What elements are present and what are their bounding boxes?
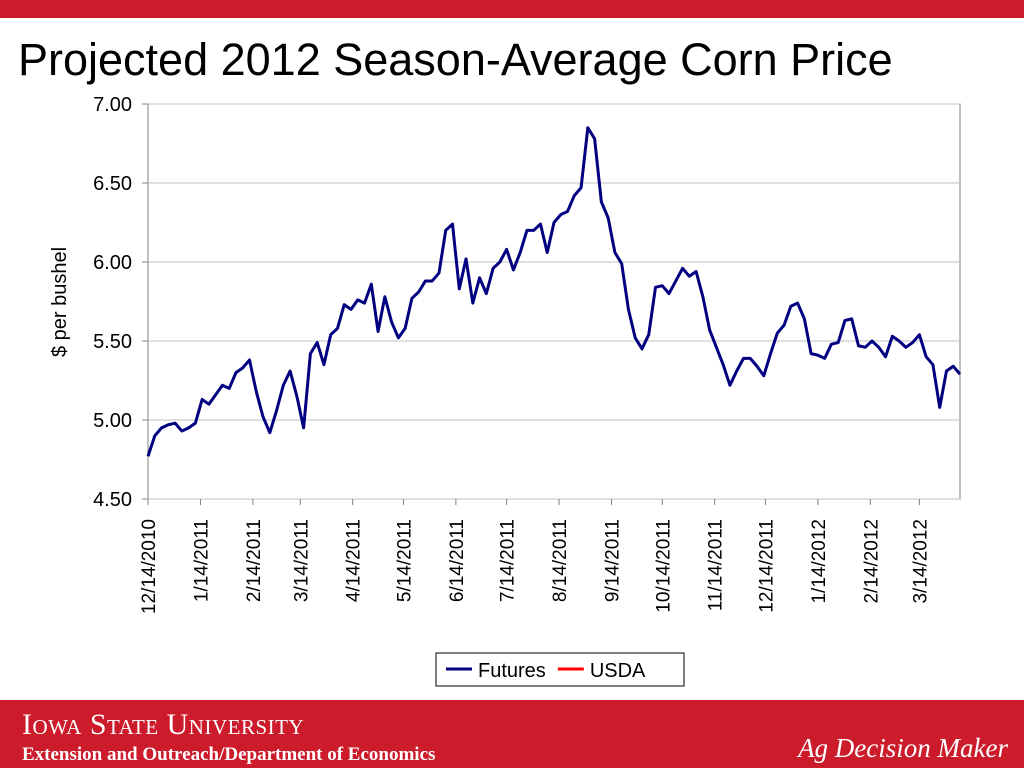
y-tick-label: 5.00 [93,410,132,432]
grid [148,103,960,500]
department-name: Extension and Outreach/Department of Eco… [22,744,435,765]
x-tick-label: 12/14/2011 [756,519,777,613]
x-tick-label: 7/14/2011 [498,519,519,602]
y-tick-label: 6.50 [93,173,132,195]
x-tick-label: 3/14/2011 [291,519,312,602]
lines [146,126,962,457]
y-axis-label: $ per bushel [49,247,71,357]
legend: Futures USDA [446,660,646,682]
y-tick-label: 6.00 [93,252,132,274]
y-tick-label: 5.50 [93,331,132,353]
x-tick-label: 4/14/2011 [344,519,365,602]
y-tick-label: 7.00 [93,94,132,116]
plot-area [147,103,961,500]
x-tick-label: 3/14/2012 [910,519,931,604]
legend-label: USDA [590,660,646,682]
series-line [146,126,962,457]
top-bar [0,0,1024,18]
x-tick-label: 1/14/2012 [809,519,830,604]
x-tick-label: 12/14/2010 [139,519,160,614]
x-tick-label: 10/14/2011 [653,519,674,613]
x-tick-label: 5/14/2011 [394,519,415,602]
university-name: Iowa State University [22,708,304,741]
x-tick-label: 1/14/2011 [191,519,212,602]
x-tick-label: 8/14/2011 [550,519,571,602]
chart-title: Projected 2012 Season-Average Corn Price [18,34,893,85]
x-tick-label: 9/14/2011 [603,519,624,602]
x-tick-label: 2/14/2011 [244,519,265,602]
footer-bar [0,700,1024,768]
x-tick-label: 2/14/2012 [861,519,882,604]
y-tick-label: 4.50 [93,489,132,511]
brand: Ag Decision Maker [796,733,1008,763]
axes: 4.50 5.00 5.50 6.00 6.50 7.00 12/14/2010 1/14/2… [93,94,931,614]
legend-label: Futures [478,660,546,682]
x-tick-label: 6/14/2011 [447,519,468,602]
x-tick-label: 11/14/2011 [706,519,727,611]
